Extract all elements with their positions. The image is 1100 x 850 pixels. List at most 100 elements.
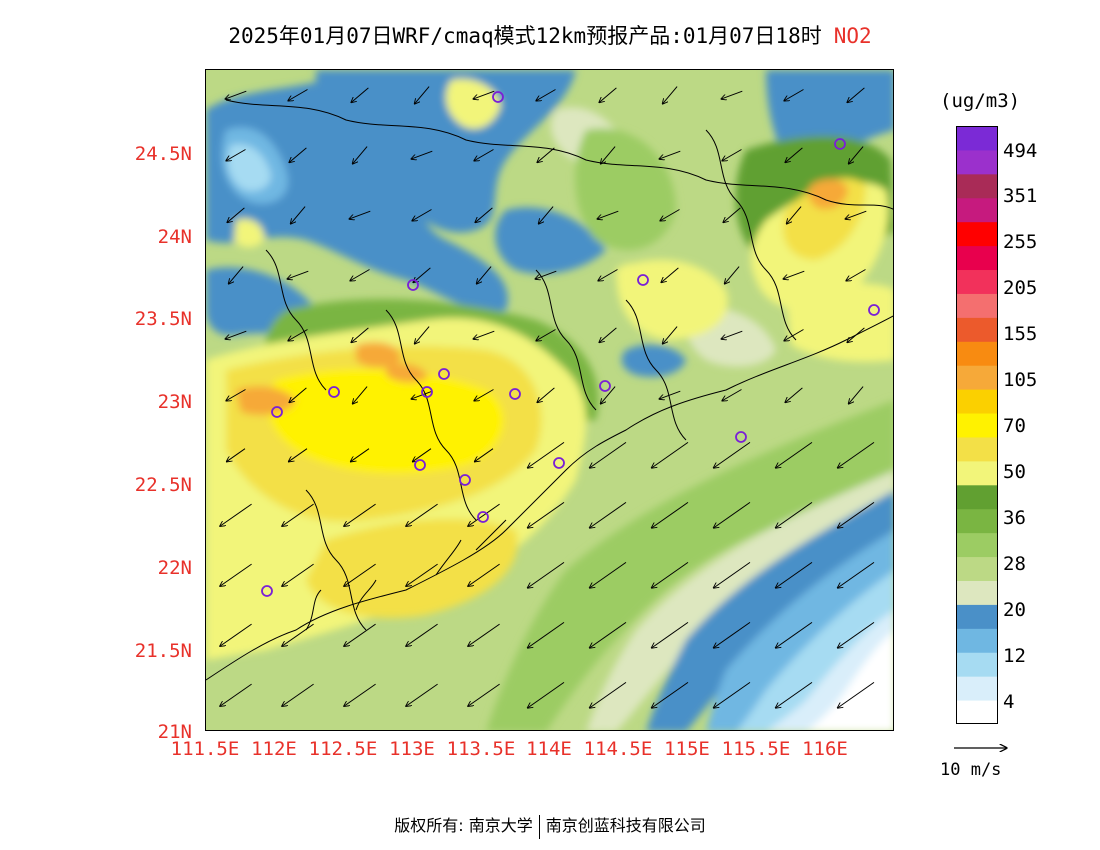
wind-arrow bbox=[406, 503, 438, 526]
wind-arrow bbox=[282, 563, 314, 586]
wind-arrow bbox=[406, 683, 438, 706]
colorbar bbox=[956, 126, 998, 724]
map-svg bbox=[206, 70, 893, 730]
wind-arrow bbox=[227, 149, 246, 161]
colorbar-bin bbox=[956, 508, 998, 534]
colorbar-bin bbox=[956, 293, 998, 318]
chart-title: 2025年01月07日WRF/cmaq模式12km预报产品:01月07日18时 N… bbox=[0, 20, 1100, 50]
colorbar-bin bbox=[956, 532, 998, 558]
y-tick-23N: 23N bbox=[157, 391, 192, 413]
copyright-divider bbox=[538, 814, 540, 839]
wind-arrow bbox=[849, 146, 864, 164]
wind-arrow bbox=[714, 441, 751, 467]
colorbar-bin bbox=[956, 652, 998, 677]
province-boundary-east bbox=[535, 269, 687, 441]
colorbar-label-105: 105 bbox=[1003, 369, 1038, 391]
station-marker bbox=[553, 457, 565, 469]
wind-arrow bbox=[652, 501, 689, 527]
colorbar-bin bbox=[956, 484, 998, 510]
wind-arrow bbox=[226, 330, 247, 339]
pollutant-label: NO2 bbox=[833, 24, 872, 48]
colorbar-bin bbox=[956, 700, 998, 724]
colorbar-bin bbox=[956, 556, 998, 581]
x-tick-111-5E: 111.5E bbox=[170, 738, 240, 760]
colorbar-label-12: 12 bbox=[1003, 645, 1026, 667]
wind-arrow bbox=[229, 266, 244, 284]
station-marker bbox=[509, 388, 521, 400]
wind-arrow bbox=[528, 561, 565, 587]
colorbar-label-70: 70 bbox=[1003, 415, 1026, 437]
wind-arrow bbox=[227, 448, 246, 462]
wind-arrow bbox=[847, 269, 866, 281]
wind-arrow bbox=[474, 90, 495, 99]
wind-arrow bbox=[528, 681, 565, 707]
wind-arrow bbox=[714, 561, 751, 587]
y-tick-21-5N: 21.5N bbox=[134, 640, 192, 662]
wind-arrow bbox=[848, 87, 865, 102]
colorbar-label-28: 28 bbox=[1003, 553, 1026, 575]
y-tick-22-5N: 22.5N bbox=[134, 474, 192, 496]
high-no2-shantou bbox=[616, 263, 651, 291]
wind-arrow bbox=[351, 269, 370, 281]
ocean-0-4 bbox=[808, 631, 893, 730]
wind-arrow bbox=[414, 267, 431, 282]
wind-arrow bbox=[289, 89, 308, 101]
wind-arrow bbox=[663, 86, 678, 104]
wind-arrow bbox=[838, 501, 875, 527]
colorbar-label-20: 20 bbox=[1003, 599, 1026, 621]
high-no2-north-pocket-2 bbox=[234, 218, 265, 248]
colorbar-bin bbox=[956, 436, 998, 462]
wind-arrow bbox=[344, 683, 376, 706]
wind-arrow bbox=[600, 327, 617, 342]
wind-arrow bbox=[723, 149, 742, 161]
station-marker bbox=[438, 368, 450, 380]
colorbar-bin bbox=[956, 580, 998, 605]
wind-arrow bbox=[599, 269, 618, 281]
high-no2-prd-south bbox=[306, 519, 518, 619]
wind-arrow bbox=[601, 146, 616, 164]
wind-arrow bbox=[536, 270, 557, 279]
station-marker bbox=[599, 380, 611, 392]
no2-field bbox=[206, 70, 893, 730]
wind-arrow bbox=[538, 147, 555, 162]
wind-arrow bbox=[227, 389, 246, 401]
station-marker bbox=[477, 511, 489, 523]
coastlines bbox=[206, 99, 893, 681]
wind-arrow bbox=[344, 563, 376, 586]
wind-arrow bbox=[838, 441, 875, 467]
wind-arrow bbox=[528, 441, 565, 467]
wind-arrow bbox=[406, 563, 438, 586]
title-text: 2025年01月07日WRF/cmaq模式12km预报产品:01月07日18时 bbox=[228, 24, 822, 48]
station-marker bbox=[328, 386, 340, 398]
high-no2-east-coast bbox=[786, 283, 893, 362]
wind-arrow bbox=[660, 390, 681, 399]
x-tick-116E: 116E bbox=[802, 738, 848, 760]
colorbar-bin bbox=[956, 676, 998, 701]
low-no2-zone-nw bbox=[206, 77, 508, 313]
colorbar-label-494: 494 bbox=[1003, 140, 1038, 162]
wind-arrow bbox=[786, 387, 803, 402]
y-tick-21N: 21N bbox=[157, 721, 192, 743]
wind-arrow bbox=[601, 386, 616, 404]
colorbar-label-205: 205 bbox=[1003, 277, 1038, 299]
wind-arrow bbox=[415, 326, 430, 344]
colorbar-bin bbox=[956, 604, 998, 629]
wind-arrow bbox=[848, 327, 865, 342]
wind-arrow bbox=[282, 623, 314, 646]
wind-arrow bbox=[528, 501, 565, 527]
wind-arrow bbox=[353, 146, 368, 164]
wind-arrow bbox=[722, 90, 743, 99]
wind-arrow bbox=[289, 448, 308, 462]
province-boundary-north bbox=[225, 99, 893, 210]
wind-arrow bbox=[220, 623, 252, 646]
wind-arrow bbox=[776, 681, 813, 707]
map-panel bbox=[205, 69, 894, 731]
wind-arrow bbox=[600, 87, 617, 102]
wind-arrow bbox=[723, 389, 742, 401]
wind-arrow bbox=[838, 681, 875, 707]
colorbar-frame bbox=[956, 126, 998, 724]
colorbar-bin bbox=[956, 269, 998, 294]
station-marker bbox=[459, 474, 471, 486]
wind-arrow bbox=[598, 210, 619, 219]
station-marker bbox=[407, 279, 419, 291]
